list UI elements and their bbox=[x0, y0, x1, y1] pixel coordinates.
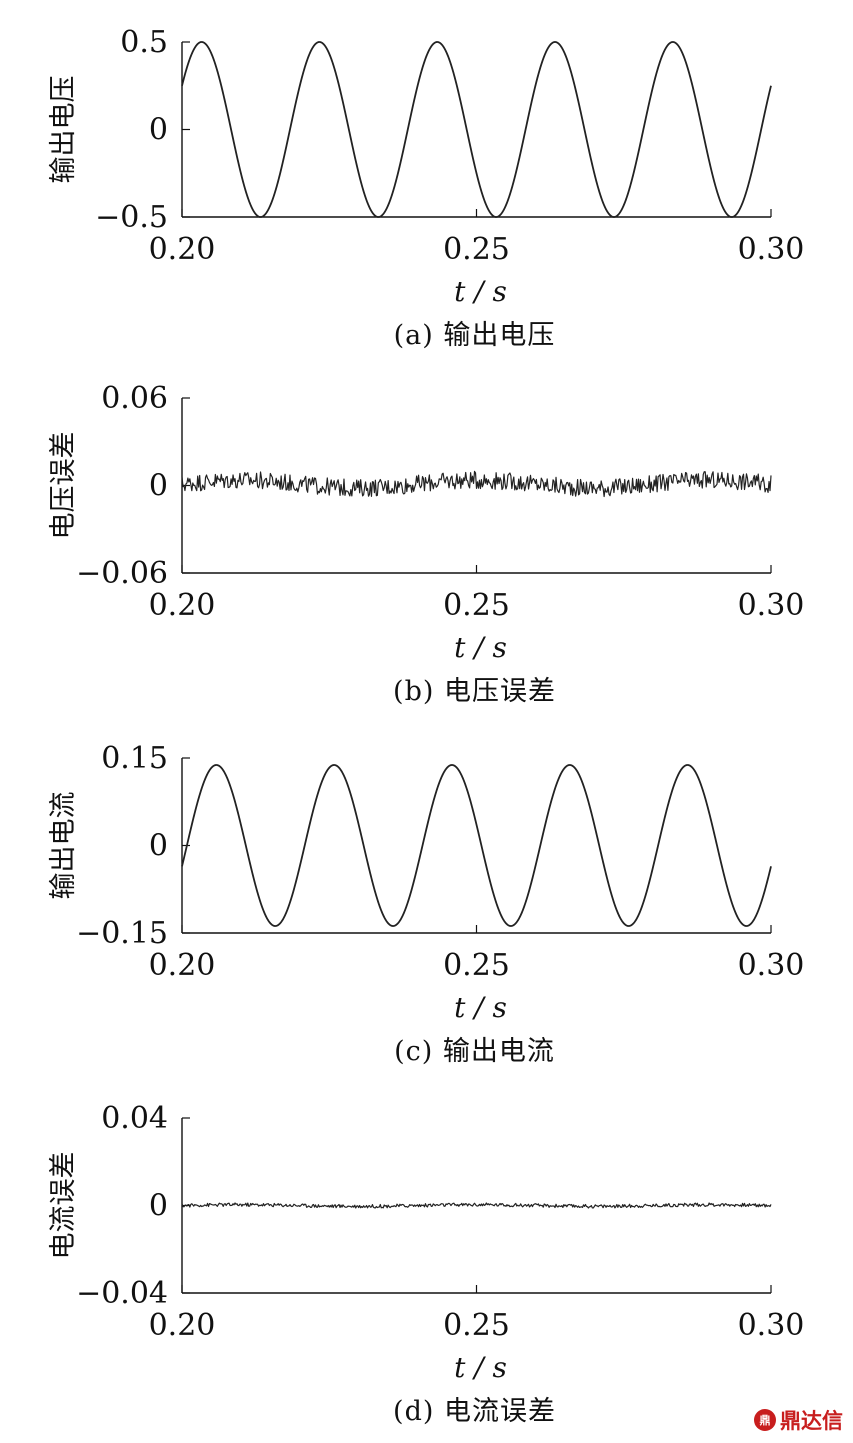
panel-caption: (a) 输出电压 bbox=[394, 320, 556, 351]
series-line bbox=[181, 1202, 772, 1209]
panel-c: 0.15 0 −0.150.20 0.25 0.30 输出电流 t / s (c) 输出电流 bbox=[48, 741, 804, 1067]
x-tick-label: 0.20 bbox=[149, 232, 216, 267]
x-tick-label: 0.30 bbox=[738, 1308, 805, 1343]
x-axis-label: t / s bbox=[454, 631, 507, 664]
x-axis-label: t / s bbox=[454, 275, 507, 308]
y-axis-label: 输出电流 bbox=[48, 792, 79, 900]
y-tick-label: 0 bbox=[149, 1189, 168, 1224]
series-line bbox=[181, 470, 772, 498]
y-tick-label: −0.5 bbox=[95, 200, 168, 235]
panel-b: 0.06 0 −0.060.20 0.25 0.30 电压误差 t / s (b) 电压误差 bbox=[48, 381, 804, 707]
y-axis-label: 输出电压 bbox=[48, 76, 79, 184]
y-tick-label: 0.04 bbox=[101, 1101, 168, 1136]
panel-caption: (d) 电流误差 bbox=[393, 1396, 556, 1427]
panel-caption: (c) 输出电流 bbox=[394, 1036, 555, 1067]
y-tick-label: −0.06 bbox=[76, 556, 168, 591]
x-tick-label: 0.30 bbox=[738, 948, 805, 983]
y-tick-label: 0 bbox=[149, 829, 168, 864]
series-line bbox=[181, 764, 772, 927]
x-tick-label: 0.20 bbox=[149, 588, 216, 623]
x-tick-label: 0.25 bbox=[443, 948, 510, 983]
x-tick-label: 0.20 bbox=[149, 1308, 216, 1343]
x-tick-label: 0.25 bbox=[443, 588, 510, 623]
x-tick-label: 0.30 bbox=[738, 232, 805, 267]
y-tick-label: 0 bbox=[149, 469, 168, 504]
y-axis-label: 电流误差 bbox=[48, 1152, 79, 1260]
watermark: 鼎 鼎达信 bbox=[754, 1405, 843, 1435]
x-axis-label: t / s bbox=[454, 1351, 507, 1384]
panel-caption: (b) 电压误差 bbox=[393, 676, 556, 707]
watermark-logo-icon: 鼎 bbox=[754, 1409, 776, 1431]
series-line bbox=[181, 41, 772, 218]
y-tick-label: 0 bbox=[149, 113, 168, 148]
y-axis-label: 电压误差 bbox=[48, 432, 79, 540]
watermark-text: 鼎达信 bbox=[780, 1409, 843, 1433]
panel-a: 0.5 0 −0.50.20 0.25 0.30 输出电压 t / s (a) 输出电压 bbox=[48, 25, 804, 351]
panel-d: 0.04 0 −0.040.20 0.25 0.30 电流误差 t / s (d) 电流误差 bbox=[48, 1101, 804, 1427]
y-tick-label: −0.15 bbox=[76, 916, 168, 951]
x-tick-label: 0.25 bbox=[443, 1308, 510, 1343]
x-tick-label: 0.20 bbox=[149, 948, 216, 983]
y-tick-label: 0.5 bbox=[120, 25, 168, 60]
y-tick-label: 0.15 bbox=[101, 741, 168, 776]
x-tick-label: 0.30 bbox=[738, 588, 805, 623]
x-tick-label: 0.25 bbox=[443, 232, 510, 267]
x-axis-label: t / s bbox=[454, 991, 507, 1024]
y-tick-label: −0.04 bbox=[76, 1276, 168, 1311]
y-tick-label: 0.06 bbox=[101, 381, 168, 416]
